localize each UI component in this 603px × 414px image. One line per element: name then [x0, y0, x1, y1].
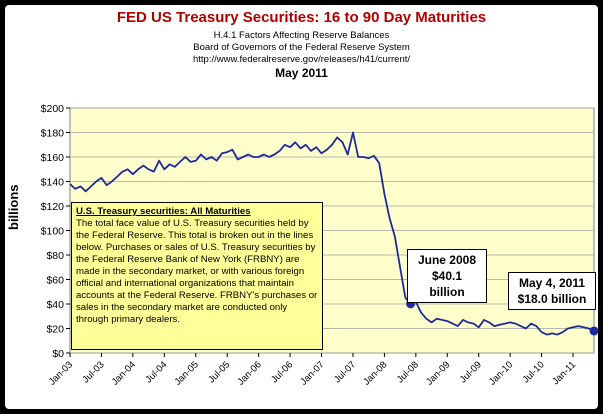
x-tick-label: Jan-08: [361, 359, 389, 387]
x-tick-label: Jul-04: [143, 359, 169, 385]
x-tick-label: Jan-03: [47, 359, 75, 387]
y-tick-label: $180: [41, 128, 65, 140]
treasury-holdings-line: [69, 131, 595, 336]
x-tick-label: Jan-04: [110, 359, 138, 387]
x-tick-label: Jul-03: [80, 359, 106, 385]
x-tick-label: Jul-08: [395, 359, 421, 385]
subtitle-source: H.4.1 Factors Affecting Reserve Balances: [213, 30, 390, 41]
annotation-may-value: $18.0 billion: [517, 292, 587, 306]
chart-title: FED US Treasury Securities: 16 to 90 Day…: [116, 9, 487, 26]
x-tick-label: Jul-07: [332, 359, 358, 385]
y-tick-label: $100: [41, 226, 65, 238]
annotation-june-2008: June 2008 $40.1 billion: [407, 249, 487, 303]
x-tick-label: Jul-05: [206, 359, 232, 385]
x-tick-label: Jul-10: [521, 359, 547, 385]
x-tick-label: Jan-10: [487, 359, 515, 387]
y-tick-label: $140: [41, 177, 65, 189]
x-tick-label: Jan-06: [235, 359, 263, 387]
x-tick-label: Jan-11: [550, 359, 578, 387]
x-tick-label: Jul-09: [458, 359, 484, 385]
subtitle-date: May 2011: [275, 66, 328, 80]
subtitle-url: http://www.federalreserve.gov/releases/h…: [192, 54, 411, 65]
y-tick-label: $80: [46, 250, 64, 262]
y-tick-label: $120: [41, 201, 65, 213]
subtitle-publisher: Board of Governors of the Federal Reserv…: [193, 42, 410, 53]
x-tick-label: Jan-07: [298, 359, 326, 387]
x-tick-label: Jan-09: [424, 359, 452, 387]
y-tick-label: $160: [41, 152, 65, 164]
y-tick-label: $40: [46, 299, 64, 311]
y-tick-label: $60: [46, 275, 64, 287]
y-axis-label: billions: [6, 184, 21, 231]
annotation-may-date: May 4, 2011: [518, 276, 586, 290]
x-tick-label: Jan-05: [173, 359, 201, 387]
y-tick-label: $200: [41, 103, 65, 115]
annotation-june-date: June 2008: [417, 253, 477, 267]
y-tick-label: $20: [46, 324, 64, 336]
annotation-june-value: $40.1 billion: [429, 269, 465, 299]
marker-may-2011: [589, 326, 599, 336]
note-heading: U.S. Treasury securities: All Maturities: [76, 206, 251, 217]
note-body: The total face value of U.S. Treasury se…: [76, 218, 318, 325]
x-tick-label: Jul-06: [269, 359, 295, 385]
definition-note-box: U.S. Treasury securities: All Maturities…: [71, 202, 323, 350]
annotation-may-2011: May 4, 2011 $18.0 billion: [508, 272, 596, 310]
y-tick-label: $0: [52, 348, 64, 360]
